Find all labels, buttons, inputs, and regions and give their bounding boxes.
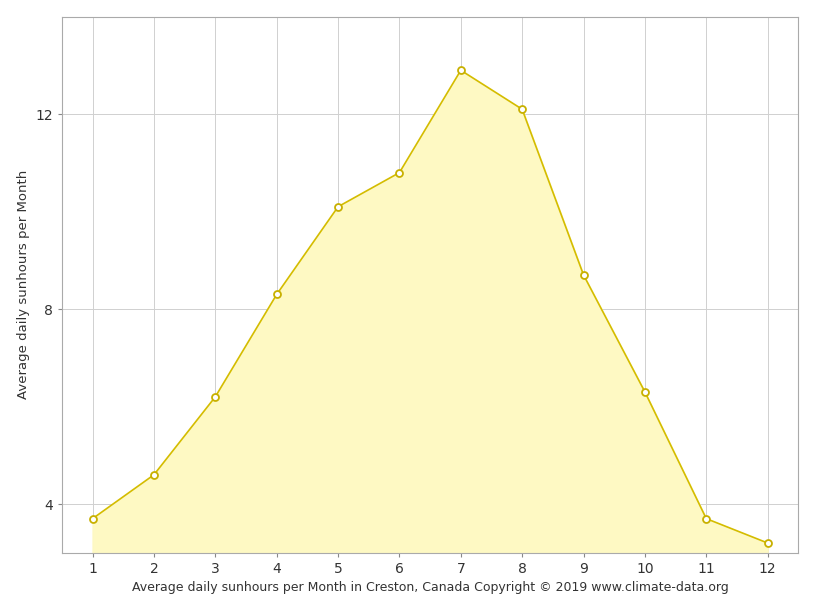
X-axis label: Average daily sunhours per Month in Creston, Canada Copyright © 2019 www.climate: Average daily sunhours per Month in Cres… (132, 581, 729, 595)
Y-axis label: Average daily sunhours per Month: Average daily sunhours per Month (16, 170, 29, 400)
